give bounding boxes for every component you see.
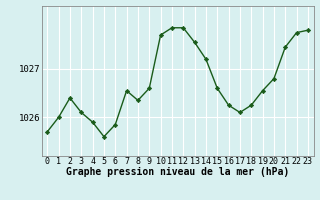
X-axis label: Graphe pression niveau de la mer (hPa): Graphe pression niveau de la mer (hPa) (66, 167, 289, 177)
